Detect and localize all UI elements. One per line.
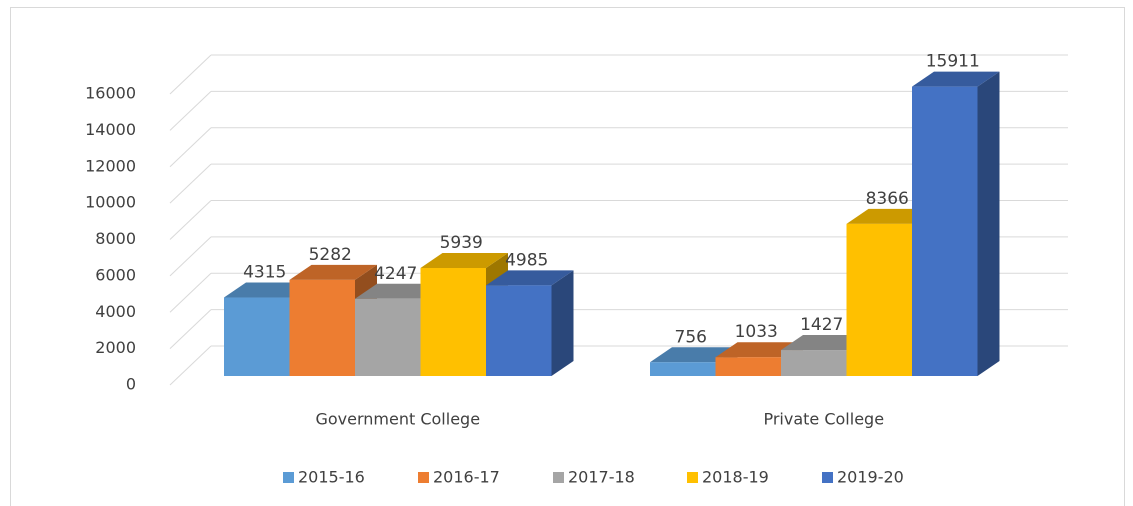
data-label: 4315 — [243, 263, 286, 283]
data-label: 1427 — [800, 315, 843, 335]
legend-swatch — [553, 472, 564, 483]
x-tick-label: Private College — [763, 410, 884, 429]
data-label: 15911 — [926, 52, 980, 72]
legend-label: 2018-19 — [702, 468, 769, 487]
grid-line — [169, 236, 212, 277]
bar-front — [289, 279, 355, 376]
legend-swatch — [283, 472, 294, 483]
y-tick-label: 6000 — [95, 265, 136, 284]
grid-line — [169, 200, 212, 240]
grid-line — [169, 309, 212, 349]
bar-top — [420, 252, 508, 268]
bar-front — [715, 357, 781, 376]
legend-label: 2017-18 — [568, 468, 635, 487]
x-tick-label: Government College — [315, 410, 480, 429]
bar-front — [420, 267, 486, 376]
bar-front — [912, 86, 978, 377]
data-label: 4985 — [505, 250, 548, 270]
y-tick-label: 2000 — [95, 338, 136, 357]
y-tick-label: 14000 — [85, 120, 136, 139]
legend-swatch — [822, 472, 833, 483]
grid-line — [169, 54, 212, 95]
legend-label: 2016-17 — [433, 468, 500, 487]
bar — [912, 71, 1000, 377]
grid-line — [169, 127, 212, 168]
data-label: 756 — [675, 327, 707, 347]
bar-front — [355, 298, 421, 376]
data-label: 1033 — [735, 322, 778, 342]
legend-swatch — [687, 472, 698, 483]
bar-side — [551, 270, 574, 376]
data-label: 4247 — [374, 264, 417, 284]
data-label: 8366 — [866, 189, 909, 209]
bar-front — [224, 297, 290, 376]
grid-line — [169, 163, 212, 204]
bar-top — [912, 71, 1000, 87]
grid-line — [169, 91, 212, 131]
bar-top — [486, 270, 574, 286]
bar-side — [977, 71, 1000, 377]
grid-line — [169, 345, 212, 386]
legend-label: 2015-16 — [298, 468, 365, 487]
y-tick-label: 8000 — [95, 229, 136, 248]
grid-line — [169, 272, 212, 313]
chart-border — [10, 7, 1125, 506]
data-label: 5939 — [440, 233, 483, 253]
data-label: 5282 — [309, 245, 352, 265]
bar-front — [650, 362, 716, 376]
y-tick-label: 0 — [126, 375, 136, 394]
y-tick-label: 12000 — [85, 156, 136, 175]
bar — [486, 270, 574, 376]
y-tick-label: 16000 — [85, 84, 136, 103]
bar-front — [781, 350, 847, 376]
bar-front — [486, 285, 552, 376]
legend-swatch — [418, 472, 429, 483]
bar-top — [289, 264, 377, 280]
legend-label: 2019-20 — [837, 468, 904, 487]
y-tick-label: 10000 — [85, 193, 136, 212]
bar-front — [846, 223, 912, 376]
y-tick-label: 4000 — [95, 302, 136, 321]
